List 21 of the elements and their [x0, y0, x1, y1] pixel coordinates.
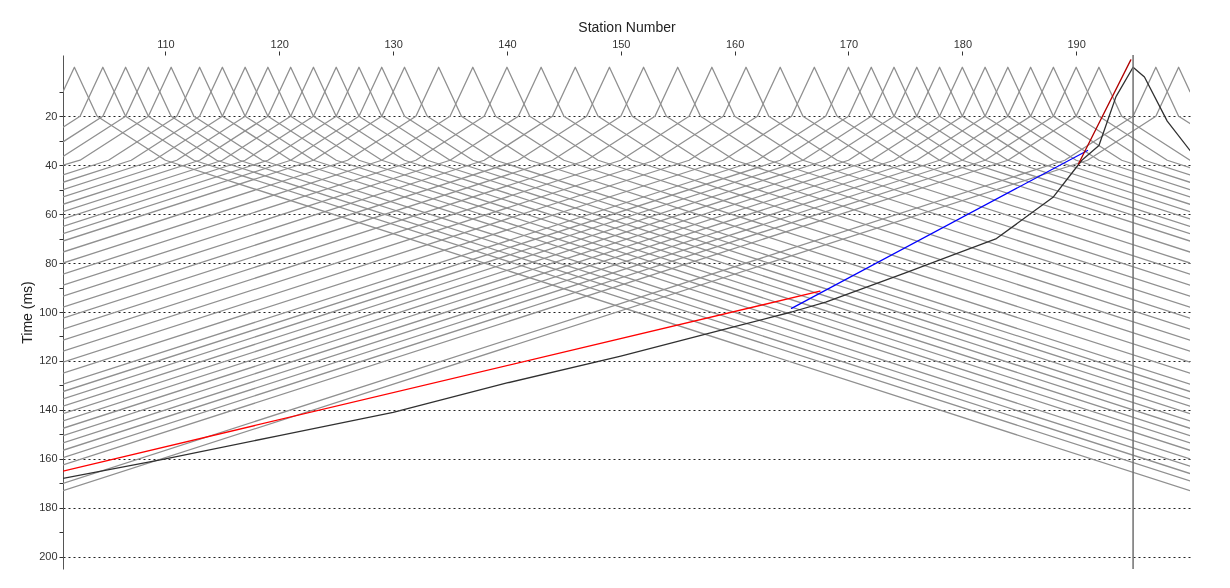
y-tick-label: 100: [39, 305, 58, 318]
y-axis-title: Time (ms): [19, 281, 36, 344]
y-tick-label: 40: [45, 158, 58, 171]
y-tick-label: 80: [45, 256, 58, 269]
x-tick-label: 110: [157, 37, 175, 50]
x-tick-label: 140: [498, 37, 517, 50]
x-tick-label: 170: [839, 37, 859, 50]
x-tick-label: 150: [612, 37, 631, 50]
x-tick-label: 190: [1067, 37, 1086, 50]
x-tick-label: 120: [270, 37, 289, 50]
y-tick-label: 140: [39, 403, 58, 416]
x-tick-label: 180: [953, 37, 972, 50]
y-tick-label: 120: [39, 354, 58, 367]
x-tick-label: 160: [725, 37, 745, 50]
y-tick-label: 200: [39, 550, 58, 563]
x-axis-title: Station Number: [578, 18, 676, 35]
y-tick-label: 160: [39, 452, 58, 465]
y-tick-label: 60: [45, 207, 58, 220]
x-tick-label: 130: [384, 37, 403, 50]
y-tick-label: 180: [39, 501, 58, 514]
y-tick-label: 20: [45, 109, 58, 122]
